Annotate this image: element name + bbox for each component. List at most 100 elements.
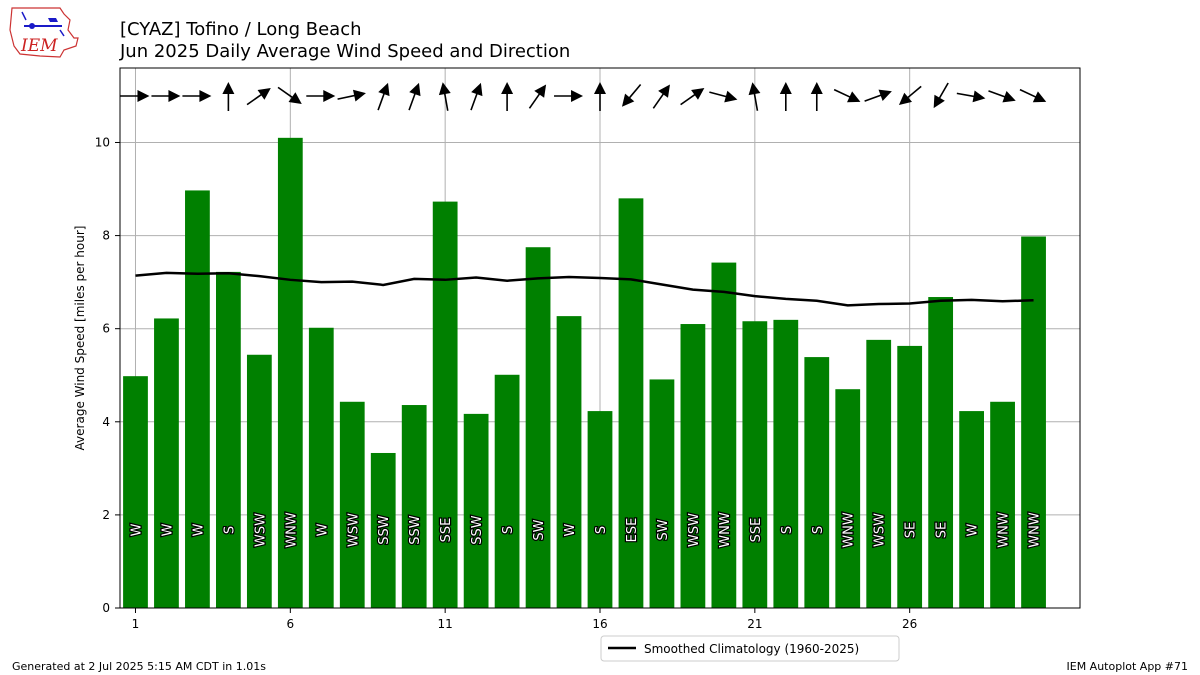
bar-day-26 — [897, 345, 923, 608]
x-tick-label: 16 — [592, 617, 607, 631]
direction-label-day-19: WSW — [687, 513, 702, 547]
bar-day-9 — [370, 452, 396, 608]
wind-arrow-day-7 — [306, 90, 336, 102]
bar-day-25 — [866, 339, 892, 608]
bar-day-10 — [401, 405, 427, 608]
direction-labels: W W W S WSW WNW W WSW SSW SSW SSE SSW S SW W S ESE SW WSW W… — [128, 511, 1043, 549]
x-tick-label: 6 — [287, 617, 295, 631]
y-tick-label: 0 — [102, 601, 110, 615]
direction-label-day-27: SE — [935, 522, 950, 538]
y-tick-label: 4 — [102, 415, 110, 429]
bar-day-30 — [1021, 236, 1046, 608]
bar-day-27 — [928, 297, 954, 608]
bar-day-19 — [680, 324, 706, 608]
iem-logo-icon: IEM — [9, 7, 79, 58]
wind-arrow-day-12 — [470, 82, 483, 111]
wind-arrow-day-27 — [933, 82, 949, 109]
wind-arrow-day-17 — [621, 83, 642, 107]
y-tick-label: 2 — [102, 508, 110, 522]
wind-arrow-day-4 — [222, 82, 235, 111]
x-tick-label: 11 — [438, 617, 453, 631]
legend-label: Smoothed Climatology (1960-2025) — [644, 642, 859, 656]
direction-label-day-9: SSW — [377, 515, 392, 545]
x-tick-label: 26 — [902, 617, 917, 631]
wind-arrow-day-28 — [956, 90, 986, 103]
wind-arrow-day-20 — [709, 90, 738, 103]
bar-day-20 — [711, 262, 737, 608]
direction-label-day-25: WSW — [873, 513, 888, 547]
wind-arrow-day-11 — [438, 82, 451, 111]
direction-label-day-21: SSE — [749, 518, 764, 543]
direction-label-day-3: W — [191, 523, 206, 536]
direction-label-day-14: SW — [532, 519, 547, 540]
chart-title: [CYAZ] Tofino / Long Beach — [120, 19, 362, 40]
direction-label-day-15: W — [563, 523, 578, 536]
wind-arrow-day-16 — [594, 82, 606, 111]
wind-arrow-day-15 — [554, 90, 584, 102]
bar-day-24 — [835, 389, 861, 608]
wind-arrow-day-10 — [408, 82, 421, 111]
wind-arrow-day-29 — [988, 90, 1016, 103]
wind-arrow-day-6 — [277, 86, 302, 105]
x-tick-label: 1 — [132, 617, 140, 631]
y-tick-label: 10 — [95, 135, 110, 149]
wind-arrow-day-19 — [680, 87, 705, 106]
logo-text: IEM — [20, 36, 58, 56]
wind-arrow-day-5 — [246, 87, 271, 106]
legend-box — [600, 635, 900, 662]
bar-day-7 — [308, 327, 334, 608]
wind-arrow-day-25 — [864, 89, 892, 102]
wind-arrow-day-21 — [748, 82, 761, 111]
climatology-polyline — [135, 271, 1034, 307]
wind-arrows — [120, 82, 1047, 111]
direction-label-day-7: W — [315, 523, 330, 536]
wind-arrow-day-1 — [120, 90, 150, 102]
wind-arrow-day-9 — [377, 82, 390, 111]
y-tick-label: 8 — [102, 229, 110, 243]
bar-day-6 — [277, 137, 303, 609]
direction-label-day-17: ESE — [625, 518, 640, 543]
direction-label-day-11: SSE — [439, 518, 454, 543]
wind-arrow-day-8 — [337, 89, 366, 102]
bar-day-1 — [123, 376, 148, 608]
bar-day-23 — [804, 357, 830, 608]
bar-day-15 — [556, 316, 582, 608]
direction-label-day-28: W — [966, 523, 981, 536]
y-tick-label: 6 — [102, 322, 110, 336]
direction-label-day-20: WNW — [718, 512, 733, 548]
bar-day-4 — [216, 271, 241, 608]
direction-label-day-2: W — [160, 523, 175, 536]
wind-arrow-day-22 — [779, 82, 792, 111]
direction-label-day-29: WNW — [997, 512, 1012, 548]
bar-day-3 — [185, 190, 210, 608]
bar-day-14 — [525, 247, 551, 609]
direction-label-day-13: S — [501, 526, 516, 534]
direction-label-day-5: WSW — [253, 513, 268, 547]
direction-label-day-4: S — [222, 526, 237, 534]
bars — [123, 137, 1046, 609]
direction-label-day-8: WSW — [346, 513, 361, 547]
direction-label-day-6: WNW — [284, 512, 299, 548]
bar-day-2 — [154, 318, 179, 608]
wind-arrow-day-24 — [833, 88, 861, 103]
y-axis-label: Average Wind Speed [miles per hour] — [73, 226, 87, 451]
direction-label-day-18: SW — [656, 519, 671, 540]
bar-day-11 — [432, 201, 458, 608]
bar-day-16 — [587, 411, 613, 608]
direction-label-day-22: S — [780, 526, 795, 534]
plot-frame — [119, 67, 1081, 609]
direction-label-day-26: SE — [904, 522, 919, 538]
x-tick-label: 21 — [747, 617, 762, 631]
bar-day-13 — [494, 374, 520, 608]
bar-day-17 — [618, 198, 644, 608]
wind-arrow-day-2 — [151, 90, 181, 102]
bar-day-21 — [742, 321, 768, 608]
wind-arrow-day-26 — [898, 85, 922, 105]
direction-label-day-1: W — [129, 523, 144, 536]
climatology-line — [135, 271, 1034, 307]
wind-arrow-day-30 — [1019, 88, 1047, 103]
bar-day-18 — [649, 379, 675, 608]
bar-day-12 — [463, 413, 489, 608]
direction-label-day-10: SSW — [408, 515, 423, 545]
